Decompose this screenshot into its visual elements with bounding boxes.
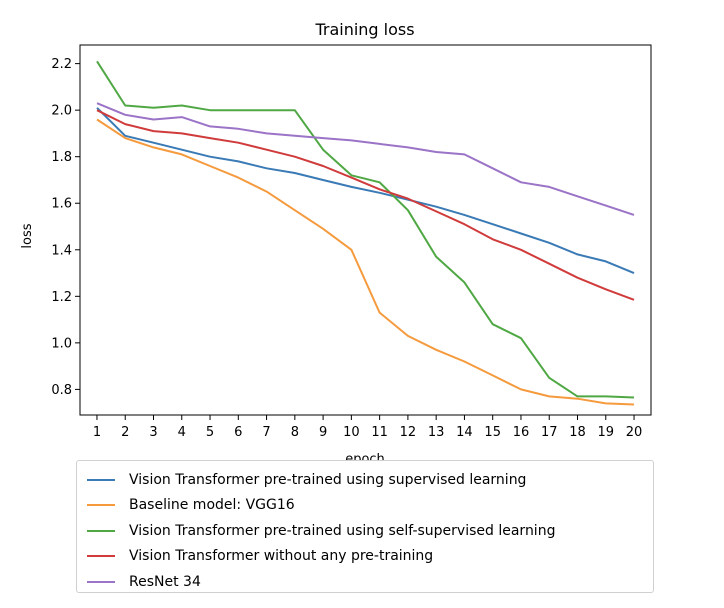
x-tick-label: 10 bbox=[343, 425, 360, 440]
x-tick-label: 13 bbox=[428, 425, 445, 440]
chart-title: Training loss bbox=[314, 20, 414, 39]
series-line-5 bbox=[96, 102, 635, 216]
legend-item: Vision Transformer pre-trained using sel… bbox=[87, 518, 653, 544]
y-tick-label: 0.8 bbox=[51, 383, 72, 398]
x-tick-label: 9 bbox=[319, 425, 327, 440]
x-tick-label: 7 bbox=[262, 425, 270, 440]
y-tick-label: 2.0 bbox=[51, 104, 72, 119]
x-tick-label: 17 bbox=[541, 425, 558, 440]
x-tick-label: 11 bbox=[371, 425, 388, 440]
x-tick-label: 4 bbox=[178, 425, 186, 440]
x-tick-label: 18 bbox=[569, 425, 586, 440]
legend-item: Vision Transformer pre-trained using sup… bbox=[87, 467, 653, 493]
legend-item: Baseline model: VGG16 bbox=[87, 493, 653, 519]
legend: Vision Transformer pre-trained using sup… bbox=[76, 460, 654, 593]
y-axis-label: loss bbox=[20, 223, 35, 248]
x-tick-label: 5 bbox=[206, 425, 214, 440]
y-axis: 0.8 1.0 1.2 1.4 1.6 1.8 2.0 2.2 bbox=[51, 57, 80, 398]
series-line-3 bbox=[96, 60, 635, 399]
x-tick-label: 8 bbox=[291, 425, 299, 440]
x-axis: 1 2 3 4 5 6 7 8 9 10 11 12 13 14 15 16 17 18 19 20 bbox=[93, 415, 642, 440]
y-tick-label: 1.4 bbox=[51, 243, 72, 258]
y-tick-label: 1.8 bbox=[51, 150, 72, 165]
x-tick-label: 15 bbox=[484, 425, 501, 440]
y-tick-label: 1.0 bbox=[51, 336, 72, 351]
series-line-2 bbox=[96, 118, 635, 406]
series-line-1 bbox=[96, 107, 635, 275]
x-tick-label: 3 bbox=[149, 425, 157, 440]
x-tick-label: 1 bbox=[93, 425, 101, 440]
x-tick-label: 20 bbox=[626, 425, 643, 440]
legend-label: Baseline model: VGG16 bbox=[129, 497, 295, 514]
x-tick-label: 14 bbox=[456, 425, 473, 440]
series-lines bbox=[96, 60, 635, 406]
legend-swatch bbox=[87, 529, 115, 532]
y-tick-label: 1.6 bbox=[51, 197, 72, 212]
y-tick-label: 1.2 bbox=[51, 290, 72, 305]
legend-swatch bbox=[87, 504, 115, 507]
legend-swatch bbox=[87, 555, 115, 558]
legend-item: ResNet 34 bbox=[87, 569, 653, 595]
legend-label: ResNet 34 bbox=[129, 573, 201, 590]
legend-swatch bbox=[87, 580, 115, 583]
x-tick-label: 19 bbox=[597, 425, 614, 440]
x-tick-label: 2 bbox=[121, 425, 129, 440]
x-tick-label: 12 bbox=[400, 425, 417, 440]
legend-label: Vision Transformer pre-trained using sel… bbox=[129, 522, 556, 539]
plot-area bbox=[79, 44, 652, 416]
legend-item: Vision Transformer without any pre-train… bbox=[87, 544, 653, 570]
y-tick-label: 2.2 bbox=[51, 57, 72, 72]
x-tick-label: 6 bbox=[234, 425, 242, 440]
legend-label: Vision Transformer pre-trained using sup… bbox=[129, 471, 527, 488]
legend-swatch bbox=[87, 478, 115, 481]
legend-label: Vision Transformer without any pre-train… bbox=[129, 548, 434, 565]
series-line-4 bbox=[96, 109, 635, 301]
x-tick-label: 16 bbox=[513, 425, 530, 440]
